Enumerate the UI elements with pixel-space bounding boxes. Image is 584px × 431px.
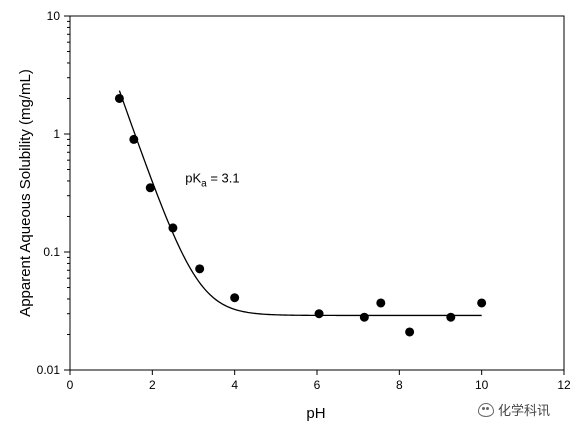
y-axis-title: Apparent Aqueous Solubility (mg/mL) [17, 69, 34, 317]
data-point [405, 327, 415, 337]
x-tick-label: 0 [67, 378, 74, 392]
y-tick-label: 0.1 [43, 245, 60, 259]
data-point [114, 93, 124, 103]
data-point [168, 223, 178, 233]
x-tick-label: 10 [475, 378, 489, 392]
watermark: 化学科讯 [478, 400, 550, 419]
data-point [195, 264, 205, 274]
y-tick-label: 0.01 [37, 363, 61, 377]
watermark-text: 化学科讯 [498, 404, 551, 419]
fit-line [118, 90, 482, 317]
data-point [145, 183, 155, 193]
data-point [376, 298, 386, 308]
chat-bubble-icon [478, 402, 494, 417]
y-axis-ticks: 0.01 0.1 1 10 [37, 9, 70, 377]
annotations: pKa = 3.1 [185, 170, 239, 189]
data-point [477, 298, 487, 308]
data-point [129, 134, 139, 144]
data-point [314, 309, 324, 319]
data-point [359, 312, 369, 322]
y-tick-label: 10 [47, 9, 61, 23]
fit-curve [118, 90, 482, 317]
x-tick-label: 8 [396, 378, 403, 392]
x-tick-label: 6 [314, 378, 321, 392]
x-tick-label: 4 [231, 378, 238, 392]
pka-annotation: pKa = 3.1 [185, 170, 239, 189]
data-point [446, 312, 456, 322]
x-tick-label: 2 [149, 378, 156, 392]
x-axis-ticks: 0 2 4 6 8 10 12 [67, 370, 571, 392]
y-tick-label: 1 [53, 127, 60, 141]
x-tick-label: 12 [557, 378, 571, 392]
data-points [114, 93, 487, 337]
x-axis-title: pH [306, 405, 325, 422]
data-point [230, 293, 240, 303]
